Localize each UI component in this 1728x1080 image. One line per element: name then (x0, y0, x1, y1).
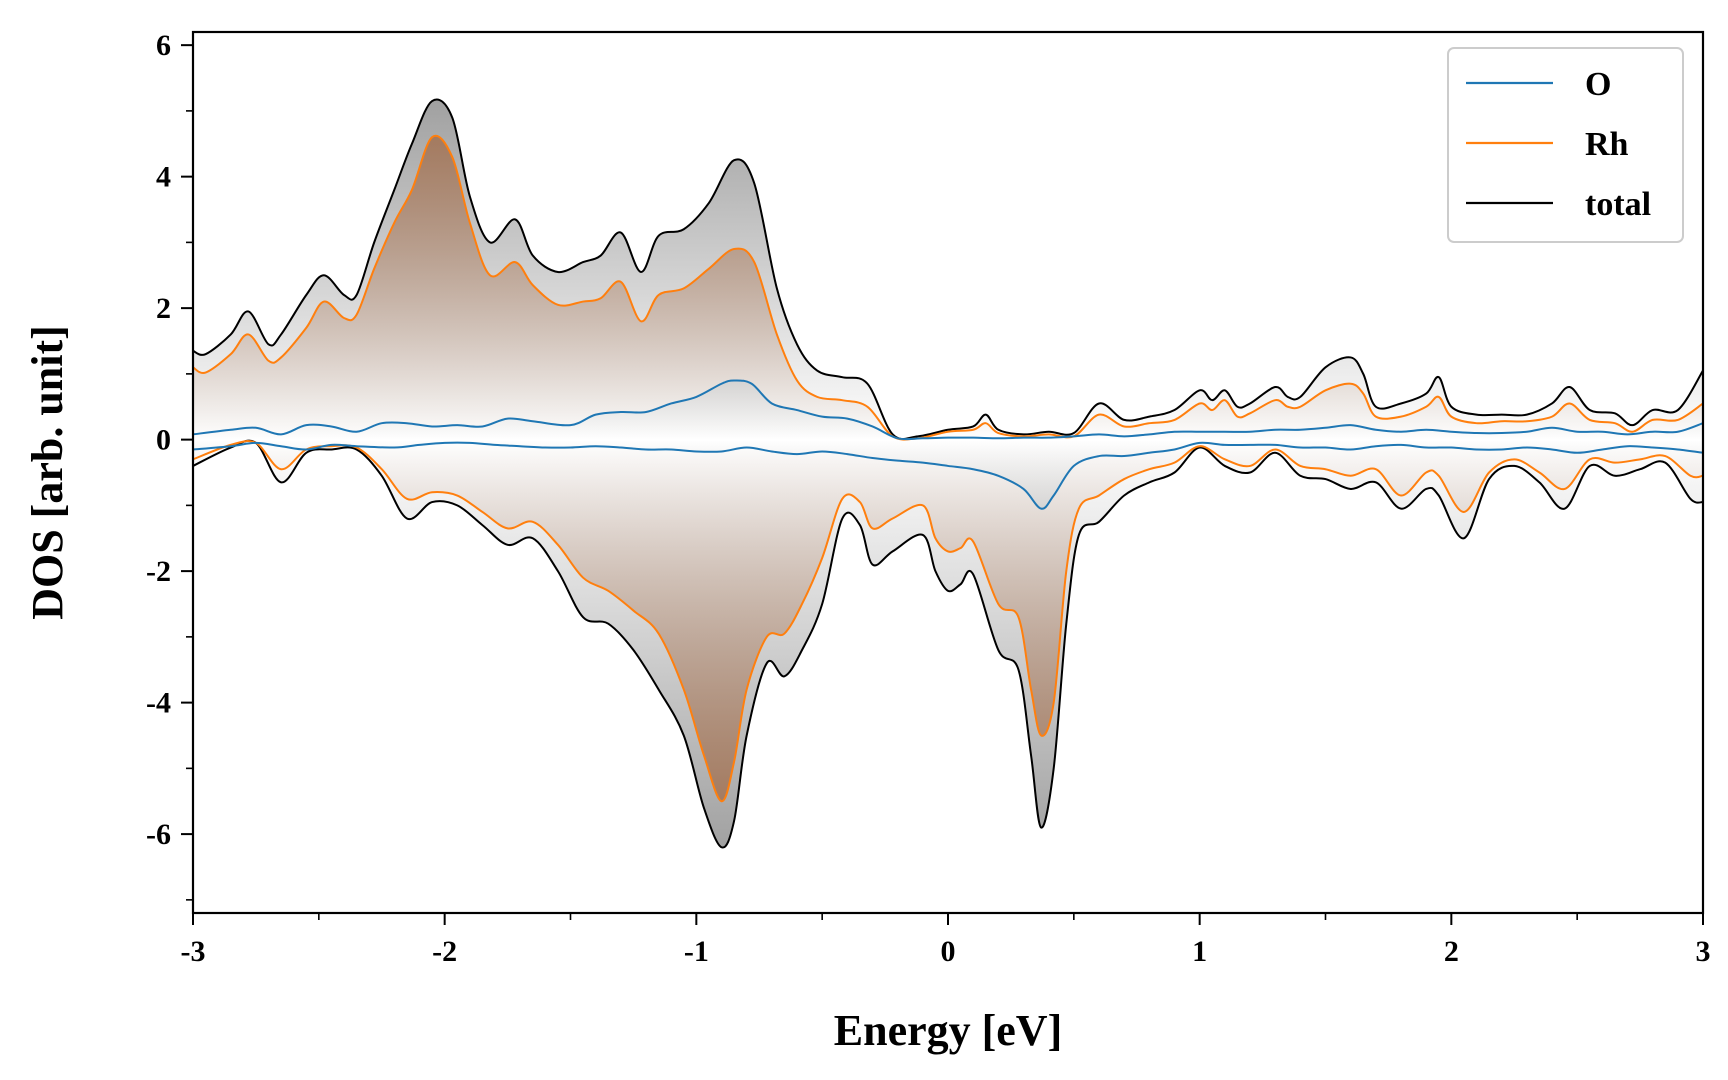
line-O-spin-up (192, 379, 1704, 441)
y-tick-label: 0 (156, 424, 171, 457)
y-tick-label: 6 (156, 29, 171, 62)
line-O-spin-down (192, 441, 1704, 510)
x-tick-label: 3 (1696, 935, 1711, 968)
legend-label-Rh: Rh (1585, 126, 1629, 163)
legend: O Rh total (1447, 47, 1684, 243)
fill-Rh-spin-down (193, 439, 1703, 802)
y-axis-title: DOS [arb. unit] (23, 325, 72, 620)
axis-ticks: -3 -2 -1 0 1 2 3 -6 -4 -2 0 2 4 6 (146, 29, 1711, 968)
line-total-spin-down (192, 439, 1704, 849)
line-Rh-spin-up (192, 134, 1704, 441)
x-axis-title: Energy [eV] (834, 1006, 1063, 1055)
x-tick-label: 0 (941, 935, 956, 968)
line-Rh-spin-down (192, 440, 1704, 803)
x-tick-label: 2 (1444, 935, 1459, 968)
dos-fill-areas (193, 99, 1703, 848)
y-tick-label: -6 (146, 818, 171, 851)
y-tick-label: 2 (156, 292, 171, 325)
x-tick-label: 1 (1192, 935, 1207, 968)
x-tick-label: -3 (181, 935, 206, 968)
x-tick-label: -1 (684, 935, 709, 968)
x-tick-label: -2 (432, 935, 457, 968)
dos-series-lines (192, 98, 1704, 849)
y-tick-label: -2 (146, 555, 171, 588)
y-tick-label: 4 (156, 161, 171, 194)
y-tick-label: -4 (146, 687, 171, 720)
legend-label-O: O (1585, 66, 1611, 103)
line-total-spin-up (192, 98, 1704, 441)
legend-label-total: total (1585, 186, 1651, 223)
fill-O-spin-down (193, 439, 1703, 509)
fill-Rh-spin-up (193, 135, 1703, 440)
fill-O-spin-up (193, 380, 1703, 440)
legend-box (1447, 47, 1684, 243)
